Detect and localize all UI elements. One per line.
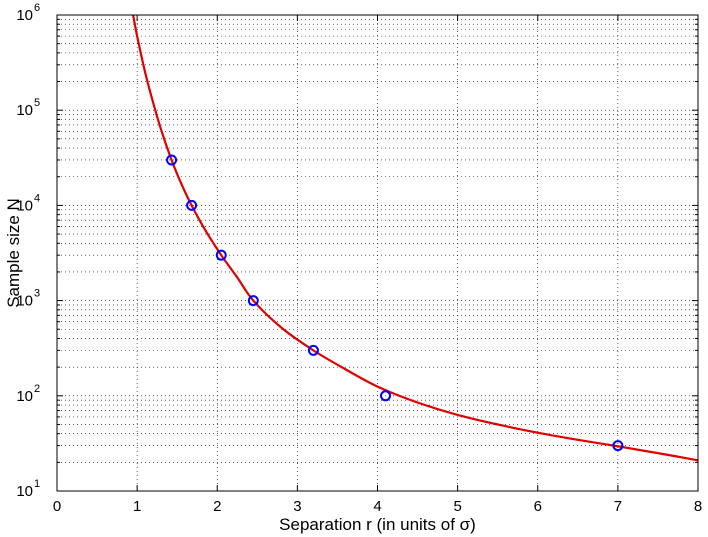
x-tick-label: 7 (614, 498, 622, 515)
data-point-marker (612, 440, 624, 452)
data-point-marker (247, 295, 259, 307)
x-tick-label: 4 (373, 498, 381, 515)
data-point-marker (380, 390, 392, 402)
y-tick-label-exponent: 4 (34, 192, 40, 204)
x-tick-label: 5 (453, 498, 461, 515)
y-tick-label: 10 (16, 7, 33, 24)
ticks-layer (56, 15, 699, 492)
x-tick-label: 3 (293, 498, 301, 515)
data-point-marker (186, 199, 198, 211)
x-tick-label: 1 (133, 498, 141, 515)
y-tick-label: 10 (16, 293, 33, 310)
series-layer (132, 15, 698, 462)
x-tick-label: 2 (213, 498, 221, 515)
data-point-marker (166, 154, 178, 166)
y-tick-label: 10 (16, 197, 33, 214)
y-tick-label: 10 (16, 102, 33, 119)
y-tick-label-exponent: 1 (34, 478, 40, 490)
fit-curve-line (132, 15, 698, 462)
data-point-marker (215, 249, 227, 261)
x-tick-label: 6 (534, 498, 542, 515)
data-point-marker (307, 344, 319, 356)
x-tick-label: 8 (694, 498, 702, 515)
y-tick-label-exponent: 6 (34, 2, 40, 14)
y-axis-title: Sample size N (4, 198, 23, 308)
y-tick-label-exponent: 3 (34, 288, 40, 300)
x-tick-label: 0 (53, 498, 61, 515)
x-axis-title: Separation r (in units of σ) (279, 515, 476, 534)
y-tick-label: 10 (16, 483, 33, 500)
y-tick-label-exponent: 5 (34, 97, 40, 109)
y-tick-label-exponent: 2 (34, 383, 40, 395)
grid-layer (57, 15, 698, 491)
y-tick-label: 10 (16, 388, 33, 405)
